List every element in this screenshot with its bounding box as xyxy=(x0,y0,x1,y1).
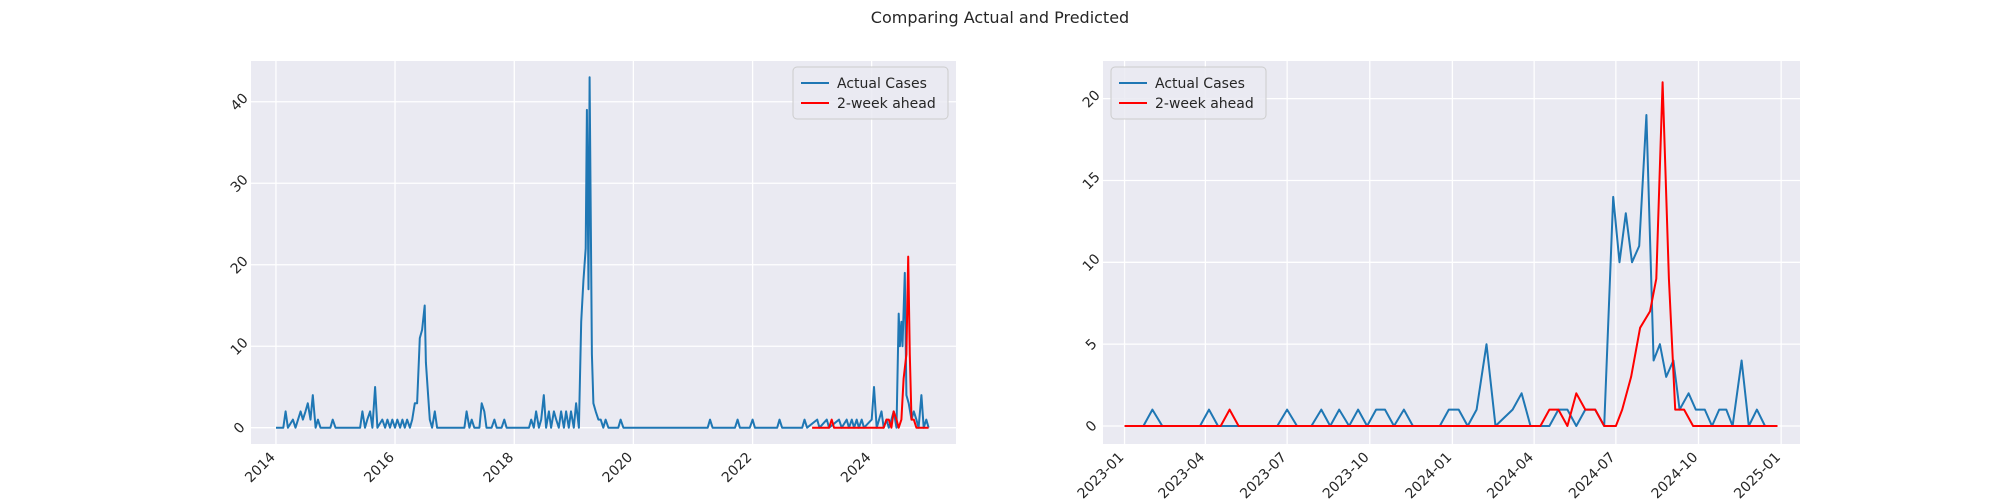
legend-label: Actual Cases xyxy=(837,76,927,92)
figure-suptitle: Comparing Actual and Predicted xyxy=(870,8,1130,27)
x-tick-label: 2018 xyxy=(481,450,518,487)
x-tick-label: 2025-01 xyxy=(1731,450,1784,500)
legend-label: 2-week ahead xyxy=(1155,96,1254,112)
legend-box xyxy=(1110,66,1267,120)
y-tick-label: 30 xyxy=(228,172,252,196)
x-tick-label: 2023-10 xyxy=(1320,450,1373,500)
chart-panel-2: 0 5 10 15 20 2023-01 2023-04 2023-07 2023-10 2024… xyxy=(1075,61,1800,502)
legend: Actual Cases 2-week ahead xyxy=(792,66,949,120)
y-tick-label: 20 xyxy=(1080,87,1104,111)
y-tick-label: 10 xyxy=(228,335,252,359)
plot-area xyxy=(251,61,956,444)
x-tick-label: 2023-01 xyxy=(1075,450,1128,500)
x-tick-label: 2023-07 xyxy=(1237,450,1290,500)
x-tick-label: 2024 xyxy=(838,449,875,486)
x-tick-label: 2016 xyxy=(361,449,398,486)
x-tick-label: 2024-01 xyxy=(1403,450,1456,500)
y-tick-label: 5 xyxy=(1083,336,1101,354)
y-tick-label: 10 xyxy=(1080,251,1104,275)
legend-label: Actual Cases xyxy=(1155,76,1245,92)
y-tick-label: 20 xyxy=(228,253,252,277)
series-line-1 xyxy=(276,76,930,429)
legend-box xyxy=(792,66,949,120)
legend: Actual Cases 2-week ahead xyxy=(1110,66,1267,120)
y-tick-label: 15 xyxy=(1080,169,1104,193)
legend-label: 2-week ahead xyxy=(837,96,936,112)
series-line-2 xyxy=(1124,81,1778,427)
series-line-1 xyxy=(1124,114,1778,427)
y-tick-label: 0 xyxy=(1083,418,1101,436)
plot-area xyxy=(1103,61,1800,444)
y-tick-label: 40 xyxy=(228,90,252,114)
x-tick-label: 2024-04 xyxy=(1484,449,1537,500)
series-line-2 xyxy=(812,255,929,429)
x-tick-label: 2024-10 xyxy=(1649,450,1702,500)
x-tick-label: 2022 xyxy=(719,450,756,487)
x-tick-label: 2024-07 xyxy=(1566,450,1619,500)
chart-panel-1: 0 10 20 30 40 2014 2016 2018 2020 2022 2024 Actual … xyxy=(228,61,956,486)
y-tick-label: 0 xyxy=(231,420,249,438)
x-tick-label: 2014 xyxy=(242,449,279,486)
x-tick-label: 2023-04 xyxy=(1156,449,1209,500)
x-tick-label: 2020 xyxy=(600,450,637,487)
